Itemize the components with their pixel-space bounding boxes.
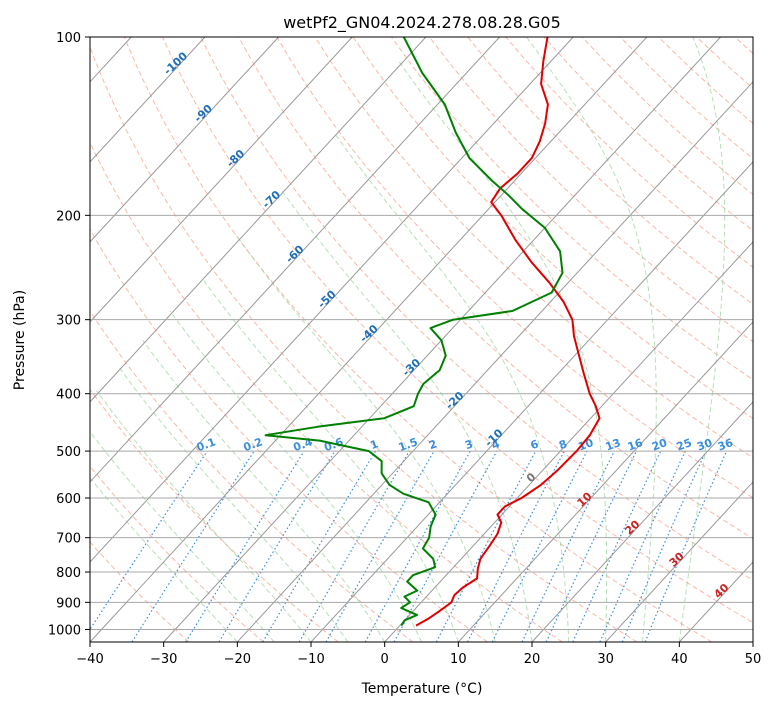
x-tick-label: 50 [745, 652, 762, 667]
y-tick-label: 600 [56, 492, 81, 507]
y-tick-label: 400 [56, 388, 81, 403]
x-tick-label: −30 [150, 652, 177, 667]
y-tick-label: 300 [56, 314, 81, 329]
x-tick-label: −10 [297, 652, 324, 667]
y-tick-label: 800 [56, 566, 81, 581]
x-tick-label: 40 [671, 652, 688, 667]
x-tick-label: −40 [76, 652, 103, 667]
y-axis-label: Pressure (hPa) [12, 290, 28, 390]
x-tick-label: 0 [381, 652, 389, 667]
chart-title: wetPf2_GN04.2024.278.08.28.G05 [283, 13, 561, 33]
x-tick-label: 30 [597, 652, 614, 667]
y-tick-label: 500 [56, 445, 81, 460]
y-tick-label: 100 [56, 31, 81, 46]
x-axis-label: Temperature (°C) [361, 681, 483, 697]
y-tick-label: 900 [56, 596, 81, 611]
x-tick-label: −20 [224, 652, 251, 667]
y-tick-label: 200 [56, 209, 81, 224]
y-tick-label: 700 [56, 532, 81, 547]
x-tick-label: 10 [450, 652, 467, 667]
x-tick-label: 20 [524, 652, 541, 667]
y-tick-label: 1000 [48, 623, 81, 638]
